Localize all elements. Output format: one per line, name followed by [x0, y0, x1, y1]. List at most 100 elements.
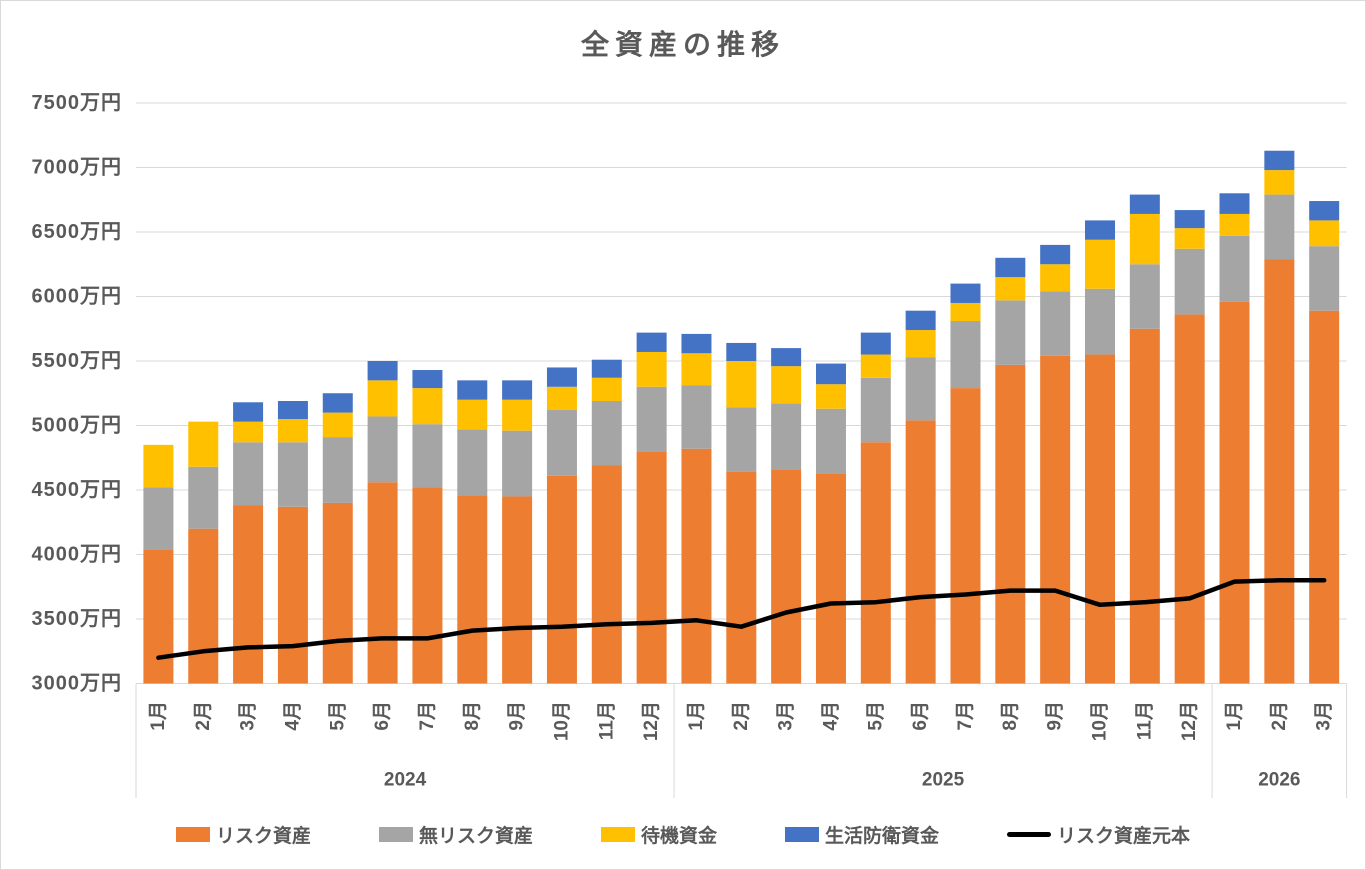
bar-segment-risk-assets: [995, 364, 1026, 684]
bar-segment-risk-assets: [457, 495, 488, 684]
bar-segment-standby-funds: [188, 421, 219, 467]
legend-swatch-emergency-funds: [785, 826, 819, 842]
y-axis-label: 4000万円: [32, 544, 123, 566]
y-axis-label: 5000万円: [32, 415, 123, 437]
bar-segment-emergency-funds: [1264, 150, 1295, 171]
bar-segment-emergency-funds: [412, 370, 443, 389]
bar-segment-risk-free-assets: [995, 300, 1026, 365]
bar-segment-risk-free-assets: [188, 466, 219, 529]
x-axis-month-label: 9月: [507, 701, 528, 731]
bar-segment-emergency-funds: [681, 333, 712, 354]
bar-segment-risk-free-assets: [1174, 248, 1205, 315]
bar-segment-emergency-funds: [815, 363, 846, 385]
x-axis-month-label: 2月: [1269, 701, 1290, 731]
x-axis-month-label: 3月: [238, 701, 259, 731]
x-axis-month-label: 4月: [820, 701, 841, 731]
bar-segment-emergency-funds: [1040, 244, 1071, 265]
legend-item-risk-asset-principal: リスク資産元本: [1007, 821, 1190, 848]
principal-line: [156, 578, 1327, 660]
x-axis-year-label: 2024: [384, 770, 427, 791]
bar-segment-emergency-funds: [860, 332, 891, 355]
x-axis-month-label: 5月: [327, 701, 348, 731]
bar-segment-emergency-funds: [636, 332, 667, 352]
bar-segment-risk-free-assets: [591, 400, 622, 466]
bar-segment-standby-funds: [995, 277, 1026, 301]
bar-segment-standby-funds: [457, 399, 488, 430]
bar-segment-standby-funds: [815, 384, 846, 409]
bar-segment-risk-free-assets: [502, 430, 533, 497]
bar-segment-standby-funds: [412, 388, 443, 425]
x-axis-month-label: 11月: [596, 701, 617, 740]
bar-segment-standby-funds: [1129, 213, 1160, 265]
x-axis-month-label: 2月: [731, 701, 752, 731]
bar-segment-risk-assets: [771, 469, 802, 684]
x-axis-month-label: 7月: [417, 701, 438, 731]
bar-segment-standby-funds: [636, 351, 667, 387]
bar-segment-risk-free-assets: [233, 442, 264, 506]
y-axis-label: 7500万円: [32, 92, 123, 114]
bar-segment-risk-assets: [277, 506, 308, 684]
bar-segment-risk-free-assets: [771, 403, 802, 470]
bar-segment-risk-assets: [636, 451, 667, 684]
bar-segment-risk-assets: [950, 388, 981, 684]
bar-segment-emergency-funds: [771, 348, 802, 367]
x-axis-month-label: 2月: [193, 701, 214, 731]
y-axis-label: 6000万円: [32, 286, 123, 308]
bar-segment-emergency-funds: [1174, 210, 1205, 229]
y-axis-label: 7000万円: [32, 157, 123, 179]
x-axis-year-label: 2025: [922, 770, 965, 791]
legend-label-risk-assets: リスク資産: [215, 825, 311, 847]
bar-segment-emergency-funds: [726, 342, 757, 361]
bar-segment-standby-funds: [1309, 220, 1340, 247]
bar-segment-standby-funds: [1040, 264, 1071, 292]
bar-segment-standby-funds: [322, 412, 353, 438]
legend-label-standby-funds: 待機資金: [640, 825, 717, 847]
bar-segment-risk-assets: [1264, 259, 1295, 684]
chart-title: 全資産の推移: [580, 29, 785, 60]
bar-segment-standby-funds: [726, 361, 757, 408]
bar-segment-emergency-funds: [1219, 193, 1250, 214]
x-axis-month-label: 12月: [641, 701, 662, 741]
bar-segment-emergency-funds: [367, 361, 398, 381]
x-axis-month-label: 10月: [1089, 701, 1110, 741]
bar-segment-emergency-funds: [950, 283, 981, 303]
bar-segment-risk-assets: [726, 471, 757, 684]
bar-segment-emergency-funds: [502, 380, 533, 400]
bar-segment-standby-funds: [1219, 213, 1250, 236]
bar-segment-emergency-funds: [546, 367, 577, 387]
bar-segment-risk-free-assets: [905, 357, 936, 421]
y-axis-label: 3000万円: [32, 673, 123, 695]
bar-segment-risk-assets: [1129, 328, 1160, 684]
x-axis-month-label: 6月: [910, 701, 931, 731]
x-axis-month-label: 10月: [551, 701, 572, 741]
bar-segment-standby-funds: [367, 380, 398, 417]
bar-segment-risk-free-assets: [1309, 246, 1340, 311]
bar-segment-risk-assets: [1084, 354, 1115, 684]
bar-segment-emergency-funds: [905, 310, 936, 331]
legend-item-standby-funds: 待機資金: [600, 821, 717, 848]
bar-segment-risk-free-assets: [412, 424, 443, 488]
bar-segment-risk-assets: [1174, 314, 1205, 684]
x-axis-month-label: 6月: [372, 701, 393, 731]
bar-segment-standby-funds: [233, 421, 264, 443]
bar-segment-risk-free-assets: [1264, 194, 1295, 260]
y-axis-label: 5500万円: [32, 350, 123, 372]
bar-segment-standby-funds: [143, 444, 174, 488]
x-axis-month-label: 5月: [865, 701, 886, 731]
legend-item-risk-assets: リスク資産: [175, 821, 311, 848]
bar-segment-risk-assets: [905, 420, 936, 684]
bar-segment-risk-free-assets: [367, 416, 398, 483]
bar-segment-standby-funds: [950, 302, 981, 322]
bar-segment-standby-funds: [1174, 228, 1205, 249]
x-axis-month-label: 4月: [282, 701, 303, 731]
bar-segment-risk-assets: [591, 465, 622, 684]
legend-label-risk-free-assets: 無リスク資産: [418, 825, 533, 847]
x-axis-month-label: 8月: [462, 701, 483, 731]
bar-segment-emergency-funds: [995, 257, 1026, 278]
bar-segment-risk-assets: [367, 482, 398, 684]
bar-segment-risk-assets: [322, 502, 353, 684]
bar-segment-risk-free-assets: [277, 442, 308, 507]
bar-segment-risk-free-assets: [457, 429, 488, 496]
